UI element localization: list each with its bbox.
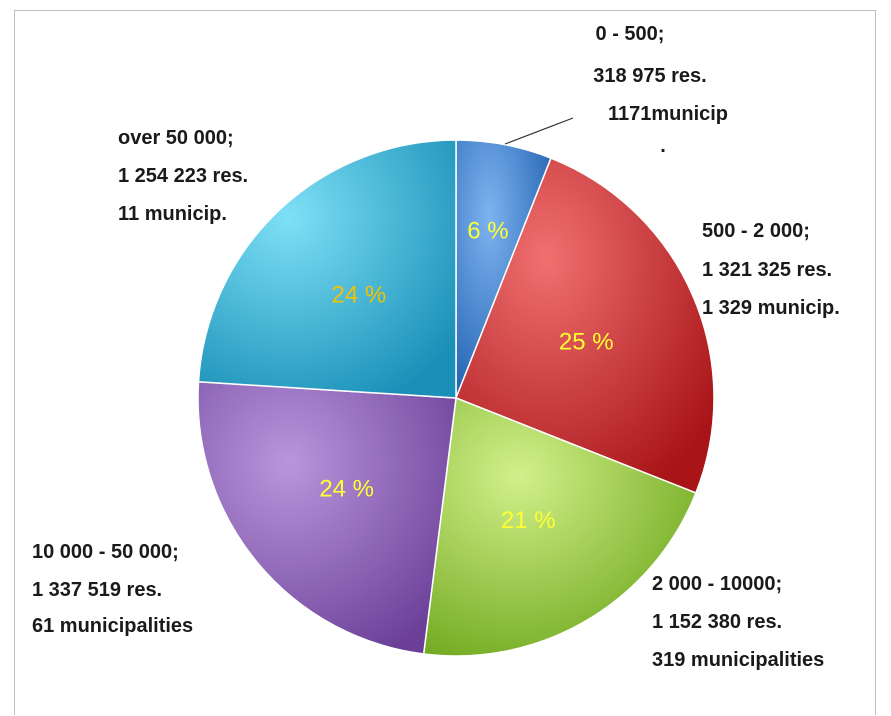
label-over-50000-residents: 1 254 223 res.	[118, 165, 248, 187]
label-2000-10000: 2 000 - 10000; 1 152 380 res. 319 munici…	[652, 573, 824, 671]
label-0-500: 0 - 500; 318 975 res. 1171municip .	[593, 23, 728, 157]
percent-label-500-2000: 25 %	[559, 329, 614, 356]
percent-label-over-50000: 24 %	[332, 282, 387, 309]
label-2000-10000-residents: 1 152 380 res.	[652, 611, 782, 633]
label-500-2000-residents: 1 321 325 res.	[702, 259, 832, 281]
slice-10000-50000	[197, 381, 457, 655]
label-10000-50000-category: 10 000 - 50 000;	[32, 541, 179, 563]
label-10000-50000-residents: 1 337 519 res.	[32, 579, 162, 601]
label-500-2000-category: 500 - 2 000;	[702, 220, 810, 242]
label-2000-10000-municipalities: 319 municipalities	[652, 649, 824, 671]
label-0-500-municipalities: 1171municip	[608, 103, 728, 125]
label-over-50000: over 50 000; 1 254 223 res. 11 municip.	[118, 127, 248, 225]
chart-frame	[14, 10, 876, 715]
label-0-500-category: 0 - 500;	[596, 23, 665, 45]
slice-500-2000	[455, 157, 715, 494]
percent-label-10000-50000: 24 %	[319, 475, 374, 502]
label-0-500-municipalities-cont: .	[660, 135, 666, 157]
label-500-2000-municipalities: 1 329 municip.	[702, 297, 840, 319]
label-2000-10000-category: 2 000 - 10000;	[652, 573, 782, 595]
percent-label-0-500: 6 %	[467, 218, 508, 245]
label-0-500-residents: 318 975 res.	[593, 65, 706, 87]
label-10000-50000: 10 000 - 50 000; 1 337 519 res. 61 munic…	[32, 541, 193, 637]
label-10000-50000-municipalities: 61 municipalities	[32, 615, 193, 637]
slice-2000-10000	[422, 396, 697, 657]
slice-over-50000	[197, 139, 457, 399]
percent-label-2000-10000: 21 %	[501, 507, 556, 534]
label-500-2000: 500 - 2 000; 1 321 325 res. 1 329 munici…	[702, 220, 840, 319]
leader-line-0-500	[504, 117, 574, 145]
label-over-50000-municipalities: 11 municip.	[118, 203, 227, 225]
label-over-50000-category: over 50 000;	[118, 127, 234, 149]
